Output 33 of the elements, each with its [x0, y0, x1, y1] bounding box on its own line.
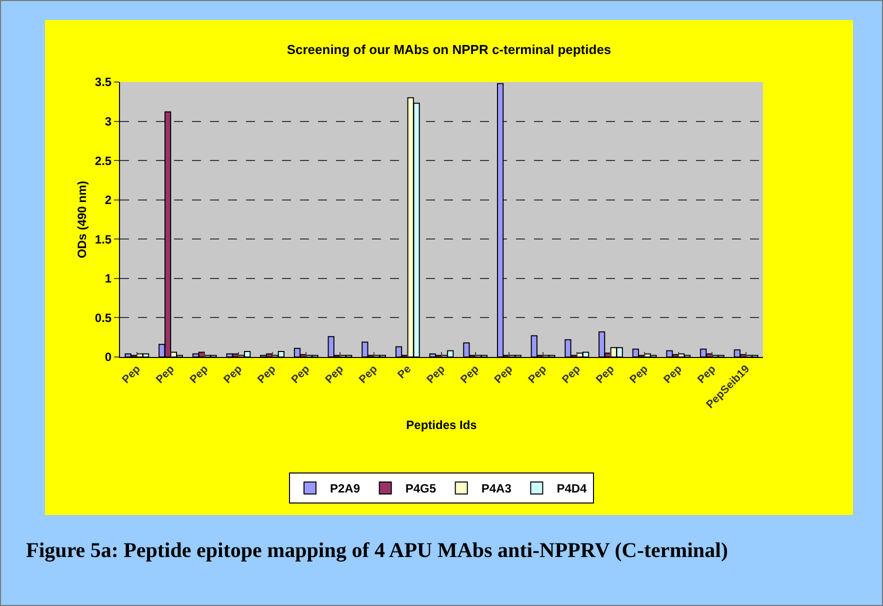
x-tick-label: Pep — [560, 363, 584, 386]
y-tick-label: 0 — [104, 350, 112, 364]
y-tick-label: 3.5 — [94, 75, 112, 90]
x-axis-title: Peptides Ids — [406, 418, 478, 432]
y-tick-label: 1.5 — [94, 232, 112, 246]
y-tick-label: 2 — [104, 193, 112, 208]
chart-title: Screening of our MAbs on NPPR c-terminal peptides — [286, 42, 612, 57]
x-tick-label: Pep — [662, 363, 685, 386]
caption: Figure 5a: Peptide epitope mapping of 4 APU MAbs anti-NPPRV (C-terminal) — [26, 538, 728, 563]
x-tick-label: Pep — [357, 363, 380, 386]
x-tick-label: Pep — [458, 363, 482, 386]
x-tick-label: Pep — [222, 363, 245, 386]
x-tick-label: Pep — [323, 363, 346, 386]
x-tick-label: Pep — [256, 363, 278, 386]
x-tick-label: Pep — [594, 363, 617, 386]
x-tick-label: Pep — [424, 363, 448, 386]
x-tick-label: Pep — [154, 363, 177, 386]
x-tick-label: Pep — [526, 363, 550, 386]
legend-label: P4A3 — [481, 482, 512, 496]
legend-label: P4D4 — [556, 482, 588, 496]
legend-label: P2A9 — [330, 482, 360, 496]
y-tick-label: 2.5 — [94, 154, 112, 168]
y-tick-label: 3 — [104, 114, 112, 128]
legend-label: P4G5 — [405, 482, 436, 496]
y-axis-title: ODs (490 nm) — [75, 180, 89, 258]
x-tick-label: Pep — [628, 363, 651, 386]
x-tick-label: Pep — [188, 363, 211, 386]
y-tick-label: 1 — [104, 272, 112, 286]
x-tick-label: Pe — [396, 363, 414, 382]
y-tick-label: 0.5 — [94, 310, 112, 325]
x-tick-label: Pep — [492, 363, 516, 386]
x-tick-label: Pep — [289, 363, 312, 386]
x-tick-label: Pep — [120, 363, 144, 386]
